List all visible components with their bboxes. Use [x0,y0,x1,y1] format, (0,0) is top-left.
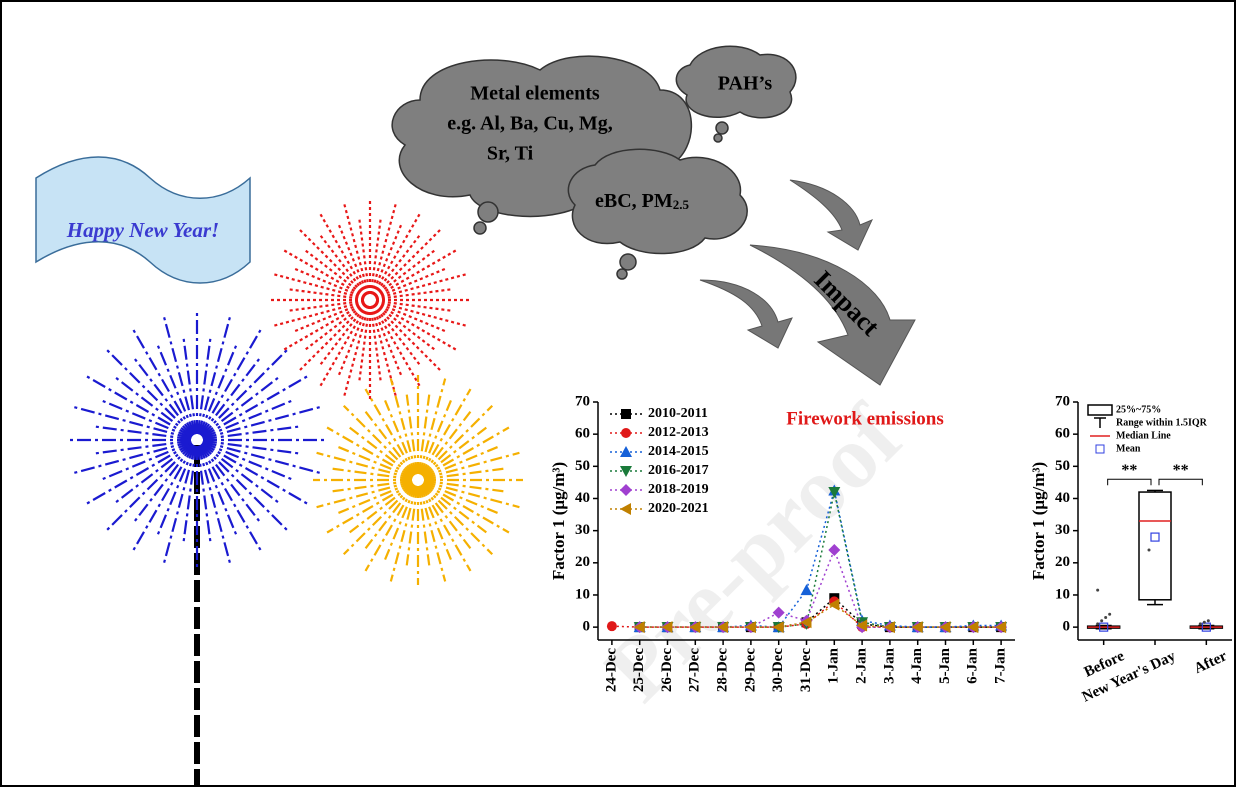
y-tick-label: 0 [583,619,591,635]
bubble [617,269,627,279]
legend-label: Median Line [1116,430,1171,441]
outlier [1199,622,1202,625]
cloud-text: PAH’s [718,73,773,95]
outlier [1100,619,1103,622]
significance-label: ** [1121,462,1137,479]
outlier [1104,616,1107,619]
legend-label: Mean [1116,443,1141,454]
y-tick-label: 40 [1055,490,1070,506]
y-tick-label: 60 [1055,426,1070,442]
outlier [1096,589,1099,592]
bubble [714,134,722,142]
subscript: 2.5 [673,197,690,212]
y-tick-label: 10 [575,586,590,602]
page: { "banner": {"text": "Happy New Year!"},… [0,0,1236,787]
x-tick-label: 4-Jan [909,647,925,683]
bubble [620,254,636,270]
x-tick-label: 29-Dec [742,648,758,692]
x-tick-label: 24-Dec [603,648,619,692]
legend-marker [621,428,631,438]
banner-text: Happy New Year! [66,218,219,242]
cloud-text: eBC, PM [595,190,673,212]
legend-label: 2012-2013 [648,425,709,440]
outlier [1203,621,1206,624]
y-tick-label: 40 [575,490,590,506]
x-tick-label: 2-Jan [854,647,870,683]
legend-label: 25%~75% [1116,404,1161,415]
x-tick-label: 7-Jan [993,647,1009,683]
marker [607,621,617,631]
chart-title: Firework emissions [786,408,943,429]
y-tick-label: 10 [1055,586,1070,602]
legend-label: 2020-2021 [648,501,709,516]
bubble [474,222,486,234]
outlier [1207,619,1210,622]
bubble [716,122,728,134]
significance-label: ** [1173,462,1189,479]
legend-label: 2010-2011 [648,406,708,421]
y-tick-label: 50 [1055,458,1070,474]
x-tick-label: 3-Jan [881,647,897,683]
outlier [1096,622,1099,625]
y-tick-label: 30 [575,522,590,538]
x-tick-label: 26-Dec [659,648,675,692]
y-axis-label: Factor 1 (μg/m³) [549,462,568,580]
x-tick-label: 27-Dec [687,648,703,692]
y-tick-label: 20 [575,554,590,570]
legend-label: 2016-2017 [648,463,709,478]
x-tick-label: 6-Jan [965,647,981,683]
x-tick-label: 30-Dec [770,648,786,692]
outlier [1148,548,1151,551]
x-tick-label: 1-Jan [826,647,842,683]
legend-marker [621,409,631,419]
x-tick-label: 25-Dec [631,648,647,692]
cloud-text: Sr, Ti [487,143,534,165]
bubble [478,202,498,222]
x-tick-label: 31-Dec [798,648,814,692]
y-tick-label: 70 [1055,393,1070,409]
y-tick-label: 30 [1055,522,1070,538]
cloud-text: e.g. Al, Ba, Cu, Mg, [447,113,613,135]
legend-label: Range within 1.5IQR [1116,417,1208,428]
y-tick-label: 0 [1063,619,1071,635]
y-axis-label: Factor 1 (μg/m³) [1029,462,1048,580]
legend-label: 2014-2015 [648,444,709,459]
outlier [1108,613,1111,616]
y-tick-label: 20 [1055,554,1070,570]
y-tick-label: 60 [575,426,590,442]
legend-label: 2018-2019 [648,482,709,497]
cloud-text: Metal elements [470,83,600,105]
y-tick-label: 50 [575,458,590,474]
x-tick-label: 28-Dec [715,648,731,692]
x-tick-label: 5-Jan [937,647,953,683]
graphical-abstract: Pre-proof Happy New Year! Metal elements… [0,0,1236,787]
y-tick-label: 70 [575,393,590,409]
